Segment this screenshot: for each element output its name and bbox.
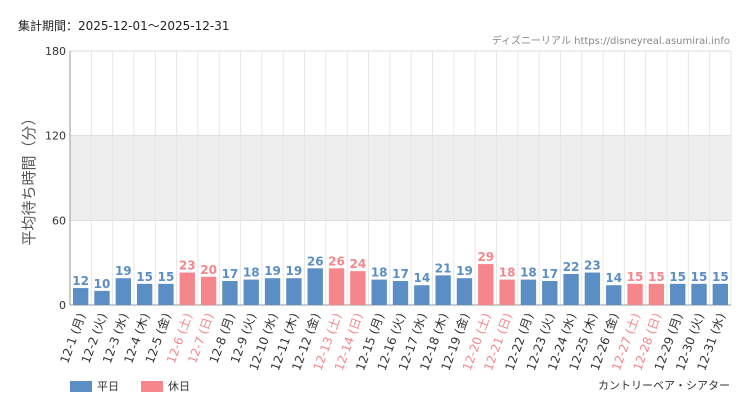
bar-value-label: 15	[712, 270, 729, 284]
bar	[606, 285, 622, 305]
bar-value-label: 15	[627, 270, 644, 284]
bar-value-label: 29	[477, 250, 494, 264]
y-axis-label: 平均待ち時間（分）	[20, 110, 38, 245]
bar-value-label: 15	[691, 270, 708, 284]
bar	[243, 279, 259, 305]
bar	[264, 278, 281, 305]
bar	[200, 276, 217, 305]
bar-value-label: 23	[179, 259, 196, 273]
legend-item-holiday: 休日	[141, 378, 190, 394]
bar	[691, 283, 707, 305]
bar-value-label: 19	[286, 264, 303, 278]
bar	[392, 281, 409, 305]
bar-value-label: 18	[371, 266, 388, 280]
bar-value-label: 15	[136, 270, 153, 284]
bar-value-label: 15	[669, 270, 686, 284]
bar	[350, 271, 366, 305]
bar	[584, 272, 601, 305]
bar-value-label: 26	[328, 254, 345, 268]
bar	[435, 275, 451, 305]
plot-band	[70, 135, 731, 221]
bar	[328, 268, 345, 305]
bar	[222, 281, 238, 305]
legend-label-weekday: 平日	[97, 380, 119, 393]
bar	[499, 279, 515, 305]
bar-value-label: 23	[584, 259, 601, 273]
bar-value-label: 19	[264, 264, 281, 278]
bar	[115, 278, 131, 305]
period-label: 集計期間：2025-12-01～2025-12-31	[18, 19, 230, 33]
y-tick-label: 60	[52, 214, 66, 227]
legend-swatch-holiday	[141, 380, 163, 392]
legend-swatch-weekday	[70, 380, 92, 392]
bar-value-label: 18	[499, 266, 516, 280]
bar	[371, 279, 387, 305]
bar	[478, 264, 494, 305]
bar	[542, 281, 558, 305]
bar	[414, 285, 430, 305]
legend-item-weekday: 平日	[70, 378, 119, 394]
bar	[627, 283, 643, 305]
attraction-name: カントリーベア・シアター	[598, 379, 730, 392]
bar	[72, 288, 89, 305]
bar-value-label: 18	[243, 266, 260, 280]
bar-value-label: 20	[200, 263, 217, 277]
bar-value-label: 19	[115, 264, 132, 278]
bar	[307, 268, 323, 305]
bar	[670, 283, 686, 305]
bar-value-label: 24	[350, 257, 367, 271]
bar-value-label: 17	[541, 267, 558, 281]
bar	[456, 278, 473, 305]
bar	[563, 273, 579, 305]
bar-value-label: 17	[392, 267, 409, 281]
bar	[136, 283, 153, 305]
bar	[712, 283, 729, 305]
bar-value-label: 12	[72, 274, 89, 288]
bar-value-label: 14	[413, 271, 430, 285]
source-credit: ディズニーリアル https://disneyreal.asumirai.inf…	[491, 36, 730, 47]
bar-value-label: 18	[520, 266, 537, 280]
bar	[520, 279, 537, 305]
bar-value-label: 10	[94, 277, 111, 291]
legend-label-holiday: 休日	[168, 380, 190, 393]
bar	[179, 272, 195, 305]
y-tick-label: 120	[45, 130, 66, 143]
bar	[286, 278, 302, 305]
bar-value-label: 15	[158, 270, 175, 284]
bar	[648, 283, 665, 305]
y-tick-label: 180	[45, 45, 66, 58]
bar-value-label: 17	[222, 267, 239, 281]
bar	[158, 283, 174, 305]
bar-value-label: 21	[435, 261, 452, 275]
bar	[94, 290, 110, 305]
bar-value-label: 15	[648, 270, 665, 284]
legend: 平日 休日	[70, 378, 212, 394]
bar-value-label: 14	[605, 271, 622, 285]
bar-value-label: 22	[563, 260, 580, 274]
bar-value-label: 26	[307, 254, 324, 268]
bar-value-label: 19	[456, 264, 473, 278]
y-tick-label: 0	[59, 299, 66, 312]
